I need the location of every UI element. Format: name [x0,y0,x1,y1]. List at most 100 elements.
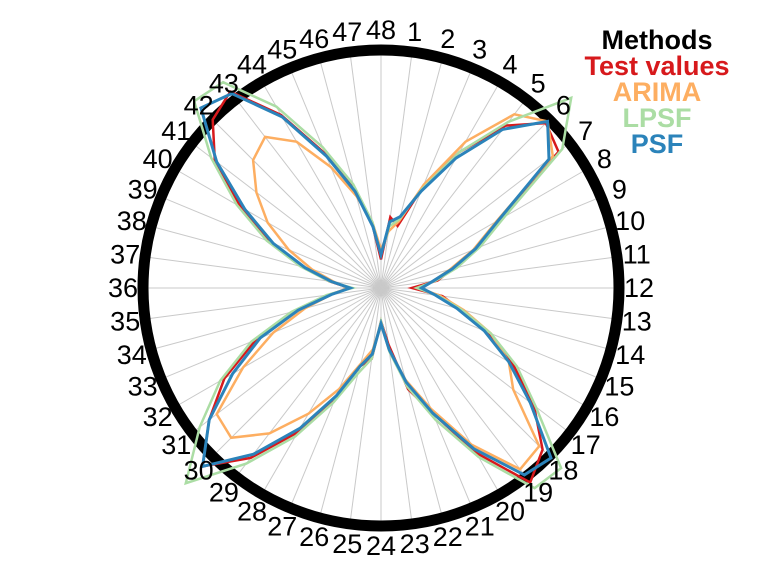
axis-label-47: 47 [332,17,362,47]
axis-label-45: 45 [267,35,297,65]
axis-label-33: 33 [128,372,158,402]
axis-label-27: 27 [267,511,297,541]
axis-label-14: 14 [615,340,645,370]
axis-label-19: 19 [523,478,553,508]
spoke-line [380,168,588,289]
spoke-line [380,287,444,519]
axis-label-6: 6 [556,91,571,121]
spoke-line [380,287,550,457]
axis-label-20: 20 [495,496,525,526]
axis-label-8: 8 [597,144,612,174]
axis-label-18: 18 [548,455,578,485]
spoke-line [380,287,527,478]
axis-label-24: 24 [366,531,396,561]
axis-label-17: 17 [571,430,601,460]
axis-label-46: 46 [299,24,329,54]
legend: Methods Test values ARIMA LPSF PSF [584,25,730,159]
spoke-line [212,287,382,457]
spoke-line [150,287,382,351]
axis-label-48: 48 [366,15,396,45]
series-lines [184,80,573,490]
axis-label-9: 9 [612,174,627,204]
axis-label-41: 41 [161,116,191,146]
spoke-line [380,287,588,408]
spoke-line [380,287,473,509]
legend-item-psf: PSF [630,129,684,159]
legend-item-test-values: Test values [584,51,730,81]
axis-label-28: 28 [237,496,267,526]
legend-items: Test values ARIMA LPSF PSF [584,51,730,159]
axis-label-34: 34 [117,340,147,370]
axis-label-38: 38 [117,206,147,236]
spoke-line [380,119,550,289]
outer-ring-circle [137,44,625,532]
axis-label-5: 5 [531,68,546,98]
legend-item-lpsf: LPSF [622,103,692,133]
spoke-line [380,142,571,289]
legend-item-arima: ARIMA [612,77,702,107]
spoke-line [261,287,382,495]
axis-label-1: 1 [407,17,422,47]
spoke-line [150,225,382,289]
axis-label-36: 36 [108,273,138,303]
axis-label-44: 44 [237,50,267,80]
axis-label-43: 43 [209,68,239,98]
spoke-line [212,119,382,289]
spoke-line [380,287,618,320]
spoke-line [380,51,413,289]
spoke-line [380,81,501,289]
spoke-line [380,256,618,289]
axis-label-23: 23 [400,529,430,559]
axis-label-16: 16 [589,402,619,432]
spoke-line [174,168,382,289]
spoke-line [318,57,382,289]
spoke-line [191,287,382,434]
axis-labels: 1 2 3 4567891011121314151617181920212223242… [108,15,654,561]
axis-label-35: 35 [110,307,140,337]
spoke-line [174,287,382,408]
spoke-line [380,67,473,289]
axis-label-42: 42 [184,91,214,121]
spoke-line [289,67,382,289]
axis-label-11: 11 [623,239,651,269]
spoke-line [235,287,382,478]
axis-label-29: 29 [209,478,239,508]
spoke-line [349,287,382,525]
series-line-lpsf [184,80,573,490]
legend-title: Methods [601,25,713,55]
axis-label-7: 7 [578,116,593,146]
spoke-line [235,98,382,289]
axis-label-22: 22 [433,522,463,552]
axis-label-15: 15 [604,372,634,402]
spoke-line [380,287,612,351]
axis-label-37: 37 [110,239,140,269]
spoke-line [380,287,501,495]
spoke-line [380,287,413,525]
spoke-line [380,287,571,434]
axis-label-39: 39 [128,174,158,204]
axis-label-25: 25 [332,529,362,559]
spoke-line [144,256,382,289]
axis-label-30: 30 [184,455,214,485]
axis-label-21: 21 [465,511,495,541]
spoke-line [261,81,382,289]
axis-label-3: 3 [472,35,487,65]
axis-label-12: 12 [624,273,654,303]
spoke-line [380,225,612,289]
spoke-line [349,51,382,289]
axis-label-10: 10 [615,206,645,236]
axis-label-4: 4 [502,50,517,80]
spoke-line [318,287,382,519]
series-line-psf [199,91,553,477]
spoke-line [191,142,382,289]
axis-label-13: 13 [622,307,652,337]
axis-label-32: 32 [143,402,173,432]
spoke-line [144,287,382,320]
axis-label-2: 2 [440,24,455,54]
axis-label-26: 26 [299,522,329,552]
spoke-line [380,196,602,289]
axis-label-40: 40 [143,144,173,174]
axis-label-31: 31 [161,430,191,460]
